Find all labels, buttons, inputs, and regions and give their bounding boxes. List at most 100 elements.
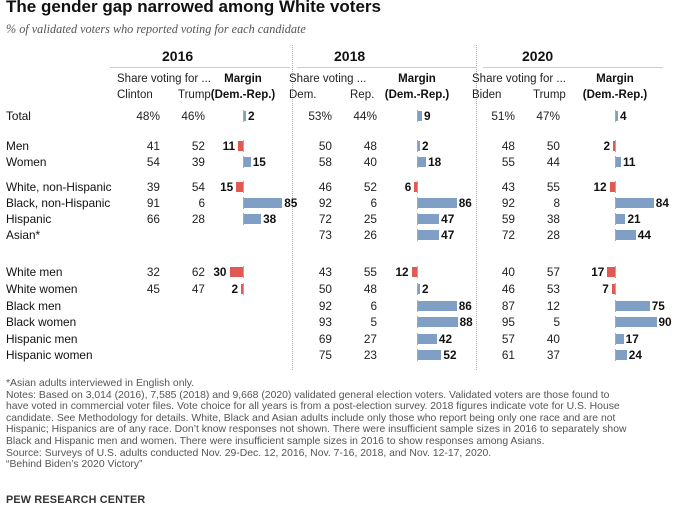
margin-label: 11: [622, 155, 636, 169]
margin-bar: [613, 141, 615, 151]
note-line: Hispanic; Hispanics are of any race. Don…: [6, 424, 627, 436]
zero-line: [243, 156, 244, 168]
dem-share: 41: [146, 139, 160, 153]
rep-share: 46%: [181, 109, 205, 123]
margin-label: 30: [213, 265, 227, 279]
dem-share: 69: [318, 332, 332, 346]
dem-share: 32: [146, 265, 160, 279]
dem-share: 46: [501, 282, 515, 296]
rep-share: 52: [191, 139, 205, 153]
zero-line: [243, 283, 244, 295]
margin-label: 17: [625, 332, 639, 346]
dem-share: 48: [501, 139, 515, 153]
margin-label: 17: [591, 265, 605, 279]
margin-bar: [244, 111, 246, 121]
notes: *Asian adults interviewed in English onl…: [6, 378, 674, 471]
margin-label: 2: [248, 109, 255, 123]
margin-bar: [411, 267, 417, 277]
rep-share: 39: [191, 155, 205, 169]
dem-candidate-header: Biden: [472, 89, 502, 101]
rep-share: 6: [370, 299, 377, 313]
dem-share: 50: [318, 282, 332, 296]
dem-share: 92: [318, 196, 332, 210]
row-label: Hispanic: [6, 212, 52, 226]
zero-line: [615, 333, 616, 345]
dem-share: 43: [318, 265, 332, 279]
margin-label: 15: [220, 180, 234, 194]
dem-share: 45: [146, 282, 160, 296]
zero-line: [243, 140, 244, 152]
rep-share: 27: [363, 332, 377, 346]
margin-bar: [418, 157, 427, 167]
rep-candidate-header: Rep.: [350, 89, 375, 101]
rep-share: 55: [546, 180, 560, 194]
note-line: Black and Hispanic men and women. There …: [6, 435, 545, 447]
margin-header: Margin: [398, 73, 436, 85]
dem-share: 48%: [136, 109, 160, 123]
margin-bar: [414, 182, 417, 192]
margin-bar: [418, 350, 442, 360]
margin-bar: [244, 214, 262, 224]
rep-share: 50: [546, 139, 560, 153]
zero-line: [243, 110, 244, 122]
margin-label: 2: [231, 282, 238, 296]
zero-line: [243, 181, 244, 193]
zero-line: [615, 156, 616, 168]
zero-line: [417, 316, 418, 328]
rep-share: 5: [370, 315, 377, 329]
margin-bar: [616, 230, 636, 240]
panel-year: 2020: [522, 48, 554, 64]
zero-line: [417, 349, 418, 361]
row-label: Black men: [6, 299, 62, 313]
margin-bar: [418, 284, 420, 294]
dem-share: 92: [318, 299, 332, 313]
rep-share: 48: [363, 139, 377, 153]
margin-label: 86: [458, 299, 472, 313]
margin-bar: [616, 334, 624, 344]
note-line: have voted in commercial voter files. Vo…: [6, 401, 620, 413]
margin-bar: [616, 317, 657, 327]
dem-share: 92: [501, 196, 515, 210]
rep-share: 55: [363, 265, 377, 279]
zero-line: [615, 140, 616, 152]
zero-line: [417, 181, 418, 193]
margin-label: 2: [422, 282, 429, 296]
margin-bar: [229, 267, 243, 277]
panel-rule: [297, 67, 477, 68]
margin-label: 44: [637, 228, 651, 242]
margin-label: 12: [395, 265, 409, 279]
chart-subtitle: % of validated voters who reported votin…: [6, 22, 306, 36]
margin-header: Margin: [596, 73, 634, 85]
row-label: Women: [6, 155, 47, 169]
rep-share: 47: [191, 282, 205, 296]
rep-share: 54: [191, 180, 205, 194]
margin-bar: [607, 267, 615, 277]
zero-line: [417, 156, 418, 168]
row-label: White women: [6, 282, 78, 296]
dem-share: 75: [318, 348, 332, 362]
rep-share: 44%: [353, 109, 377, 123]
margin-bar: [609, 182, 615, 192]
margin-label: 6: [404, 180, 412, 194]
rep-share: 48: [363, 282, 377, 296]
row-label: White, non-Hispanic: [6, 180, 112, 194]
zero-line: [417, 333, 418, 345]
rep-share: 8: [553, 196, 560, 210]
note-line: candidate. See Methodology for details. …: [6, 412, 616, 424]
zero-line: [243, 266, 244, 278]
rep-share: 6: [370, 196, 377, 210]
margin-label: 84: [655, 196, 669, 210]
dem-share: 40: [501, 265, 515, 279]
margin-bar: [241, 284, 243, 294]
zero-line: [417, 110, 418, 122]
zero-line: [243, 213, 244, 225]
row-label: Men: [6, 139, 29, 153]
dem-share: 73: [318, 228, 332, 242]
margin-label: 2: [422, 139, 429, 153]
panel-rule: [483, 67, 663, 68]
dem-share: 54: [146, 155, 160, 169]
margin-bar: [418, 230, 440, 240]
margin-bar: [418, 301, 457, 311]
margin-bar: [238, 141, 243, 151]
zero-line: [615, 110, 616, 122]
